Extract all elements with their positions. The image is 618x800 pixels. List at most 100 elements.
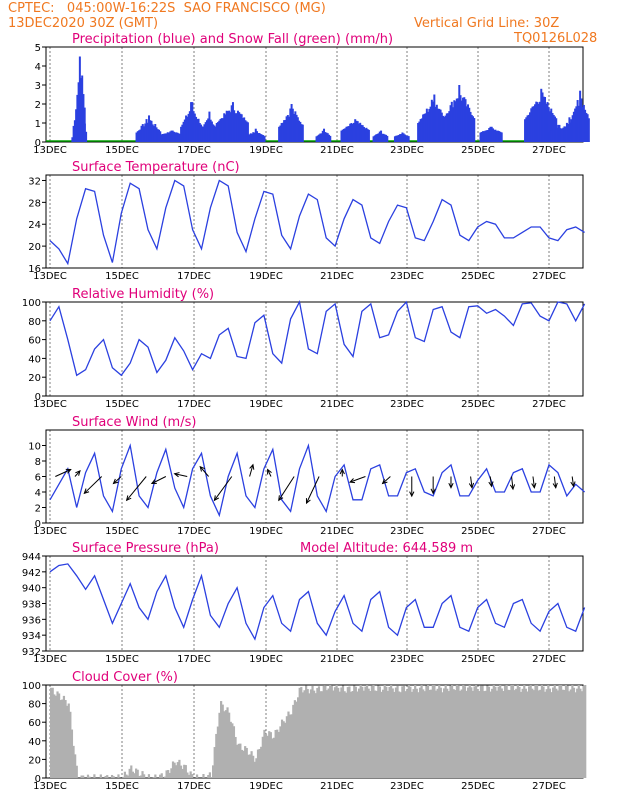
x-tick-label: 13DEC: [33, 399, 67, 410]
precip-bar: [180, 126, 183, 142]
cloud-bar: [375, 690, 378, 778]
y-tick-label: 8: [35, 457, 41, 468]
cloud-bar: [305, 685, 308, 778]
cloud-bar: [277, 731, 280, 778]
precip-bar: [340, 130, 343, 142]
cloud-bar: [511, 685, 515, 778]
x-tick-label: 25DEC: [461, 781, 495, 792]
precip-bar: [445, 113, 448, 142]
precip-bar: [586, 114, 589, 142]
precip-bar: [481, 131, 484, 142]
wind-arrow: [199, 466, 209, 477]
precip-bar: [208, 111, 211, 142]
precip-bar: [494, 129, 497, 142]
cloud-bar: [354, 686, 357, 778]
precip-bar: [73, 120, 76, 142]
precip-bar: [555, 127, 558, 142]
cloud-bar: [457, 685, 460, 778]
wind-arrow-head: [468, 482, 475, 489]
cloud-bar: [234, 736, 237, 778]
cloud-bar: [211, 765, 215, 778]
cloud-bar: [255, 758, 258, 778]
precip-bar: [530, 108, 533, 142]
precip-bar: [535, 101, 538, 142]
x-tick-label: 25DEC: [461, 654, 495, 665]
precip-bar: [544, 97, 547, 142]
precip-bar: [162, 133, 165, 142]
cloud-bar: [59, 700, 62, 778]
y-tick-label: 1: [35, 119, 41, 130]
precip-bar: [166, 132, 169, 142]
cloud-bar: [462, 685, 465, 778]
cloud-bar: [362, 690, 365, 778]
x-tick-label: 27DEC: [532, 781, 566, 792]
precip-bar: [406, 135, 409, 142]
precip-bar: [550, 130, 553, 142]
panel-frame: [45, 555, 584, 652]
y-tick-label: 4: [35, 488, 41, 499]
wind-arrow-head: [305, 498, 311, 505]
precip-bar: [236, 110, 239, 142]
precip-bar: [246, 122, 249, 142]
precip-bar: [493, 129, 496, 142]
precip-bar: [428, 108, 431, 142]
cloud-bar: [396, 685, 399, 778]
precip-bar: [375, 134, 378, 142]
x-tick-label: 19DEC: [249, 654, 283, 665]
cloud-bar: [72, 745, 75, 778]
cloud-bar: [335, 685, 338, 778]
precip-bar: [423, 113, 426, 142]
cloud-bar: [584, 685, 587, 778]
precip-bar: [560, 129, 563, 142]
cloud-bar: [175, 765, 178, 778]
precip-bar: [241, 117, 244, 142]
cloud-bar: [507, 689, 510, 778]
cloud-bar: [75, 765, 78, 778]
cloud-bar: [556, 690, 560, 778]
precip-bar: [549, 111, 551, 142]
precip-bar: [429, 106, 432, 142]
cloud-bar: [292, 704, 295, 778]
cloud-bar: [279, 726, 282, 778]
cloud-bar: [527, 686, 531, 778]
precip-bar: [425, 108, 428, 142]
cloud-bar: [471, 690, 475, 778]
cloud-bar: [483, 691, 486, 778]
cloud-bar: [303, 690, 306, 778]
cloud-bar: [298, 687, 301, 778]
precip-bar: [342, 128, 345, 142]
precip-bar: [345, 126, 348, 142]
y-tick-label: 2: [35, 100, 41, 111]
precip-bar: [298, 120, 301, 142]
precip-bar: [372, 136, 375, 142]
wind-arrow-head: [199, 465, 205, 472]
precip-bar: [252, 132, 255, 142]
cloud-bar: [470, 687, 473, 778]
x-tick-label: 23DEC: [390, 526, 424, 537]
precip-bar: [495, 130, 498, 142]
precip-bar: [316, 135, 319, 142]
precip-bar: [79, 92, 82, 142]
cloud-bar: [244, 746, 247, 778]
precip-bar: [438, 108, 441, 142]
cloud-bar: [492, 685, 495, 778]
precip-bar: [150, 120, 153, 142]
cloud-bar: [293, 700, 296, 778]
precip-bar: [280, 123, 283, 142]
precip-bar: [78, 105, 81, 142]
cloud-bar: [391, 688, 394, 778]
cloud-bar: [112, 776, 115, 778]
precip-bar: [138, 130, 141, 142]
precip-bar: [149, 120, 152, 142]
precip-bar: [238, 112, 241, 142]
cloud-bar: [386, 690, 390, 778]
cloud-bar: [481, 685, 484, 778]
cloud-bar: [348, 686, 351, 778]
precip-bar: [293, 113, 296, 142]
cloud-bar: [300, 687, 303, 778]
cloud-bar: [407, 685, 410, 778]
header-station: CPTEC: 045:00W-16:22S SAO FRANCISCO (MG): [8, 1, 326, 16]
precip-bar: [234, 113, 237, 142]
series-line: [49, 563, 586, 641]
y-tick-label: 942: [22, 568, 41, 579]
